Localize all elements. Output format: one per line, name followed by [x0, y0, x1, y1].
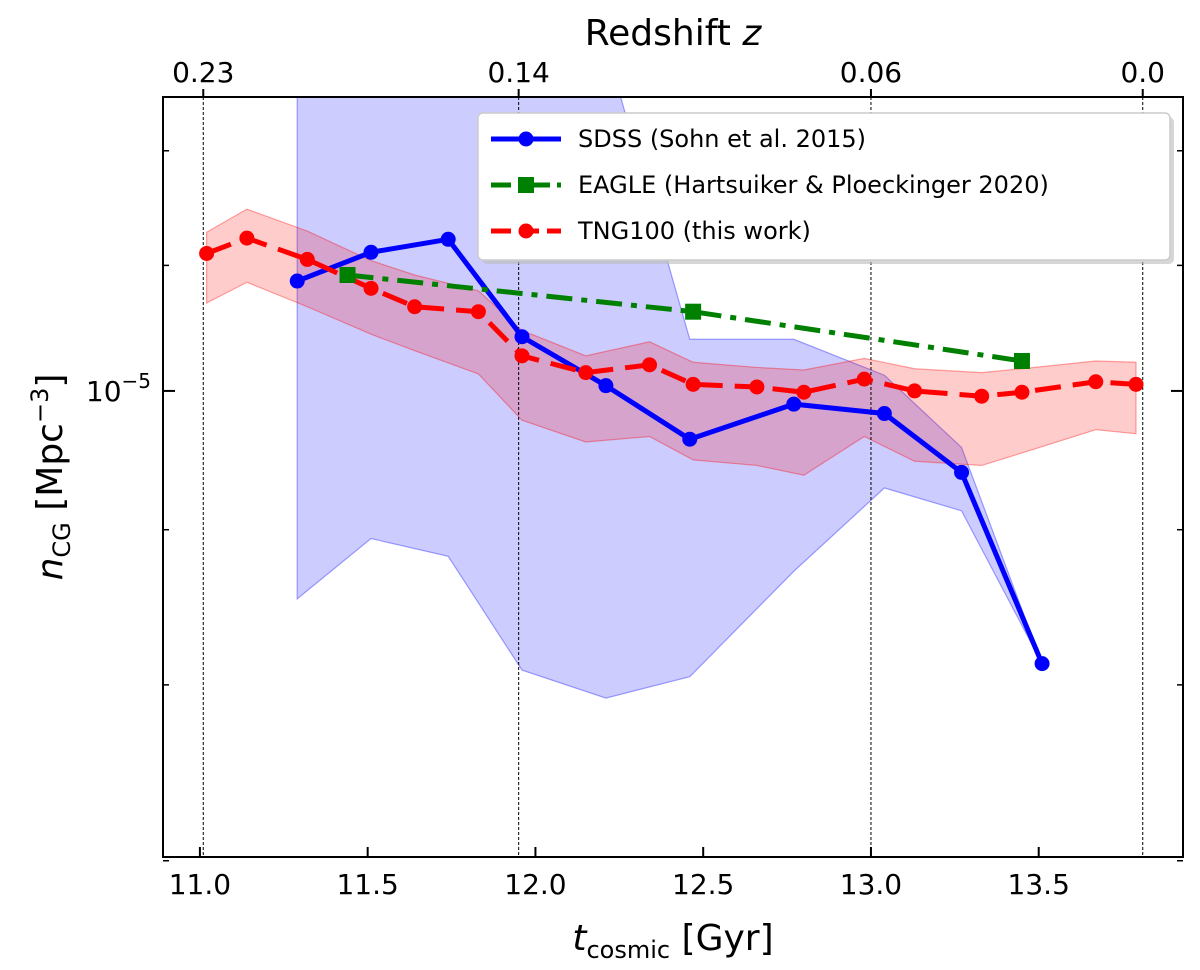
data-point [339, 267, 356, 284]
legend: SDSS (Sohn et al. 2015) EAGLE (Hartsuiker… [477, 112, 1174, 264]
data-point [1088, 374, 1104, 390]
data-point [856, 371, 872, 387]
x-tick-label: 13.0 [840, 868, 902, 901]
data-point [598, 378, 614, 394]
data-point [749, 379, 765, 395]
x-tick-label: 12.0 [504, 868, 566, 901]
series-markers [199, 230, 1144, 672]
data-point [786, 396, 802, 412]
data-point [796, 384, 812, 400]
data-point [363, 244, 379, 260]
top-axis-title: Redshift z [585, 13, 763, 54]
legend-marker [518, 131, 534, 147]
y-axis-title: nCG [Mpc−3] [26, 374, 76, 581]
data-point [514, 348, 530, 364]
data-point [1014, 384, 1030, 400]
legend-label: TNG100 (this work) [577, 217, 811, 245]
data-point [299, 251, 315, 267]
data-point [199, 245, 215, 261]
y-tick-label: 10−5 [86, 369, 151, 408]
data-point [974, 388, 990, 404]
top-tick-label: 0.0 [1120, 56, 1165, 89]
data-point [907, 383, 923, 399]
data-point [685, 303, 702, 320]
data-point [876, 406, 892, 422]
data-point [289, 273, 305, 289]
data-point [440, 231, 456, 247]
data-point [682, 431, 698, 447]
x-axis-title: tcosmic [Gyr] [572, 918, 773, 964]
legend-marker [518, 223, 534, 239]
legend-label: SDSS (Sohn et al. 2015) [578, 125, 866, 153]
data-point [514, 329, 530, 345]
axis-ticks: 11.0 11.5 12.0 12.5 13.0 13.5 0.23 0.14 0.06 0.0 1… [86, 56, 1183, 901]
data-point [642, 357, 658, 373]
series-line-2 [205, 235, 1137, 399]
series-line-1 [347, 272, 1023, 364]
legend-label: EAGLE (Hartsuiker & Ploeckinger 2020) [578, 171, 1049, 199]
series-lines [205, 235, 1137, 665]
x-tick-label: 12.5 [672, 868, 734, 901]
data-point [407, 299, 423, 315]
data-point [685, 376, 701, 392]
data-point [363, 280, 379, 296]
x-tick-label: 11.5 [336, 868, 398, 901]
data-point [470, 304, 486, 320]
data-point [1013, 352, 1030, 369]
x-tick-label: 11.0 [169, 868, 231, 901]
data-point [578, 365, 594, 381]
legend-box [477, 112, 1171, 261]
legend-marker [518, 177, 534, 193]
top-tick-label: 0.06 [840, 56, 902, 89]
data-point [954, 464, 970, 480]
data-point [1128, 376, 1144, 392]
data-point [239, 230, 255, 246]
plot-frame [162, 96, 1184, 858]
top-tick-label: 0.23 [172, 56, 234, 89]
top-tick-label: 0.14 [487, 56, 549, 89]
x-tick-label: 13.5 [1008, 868, 1070, 901]
data-point [1034, 656, 1050, 672]
series-line-0 [296, 236, 1045, 665]
